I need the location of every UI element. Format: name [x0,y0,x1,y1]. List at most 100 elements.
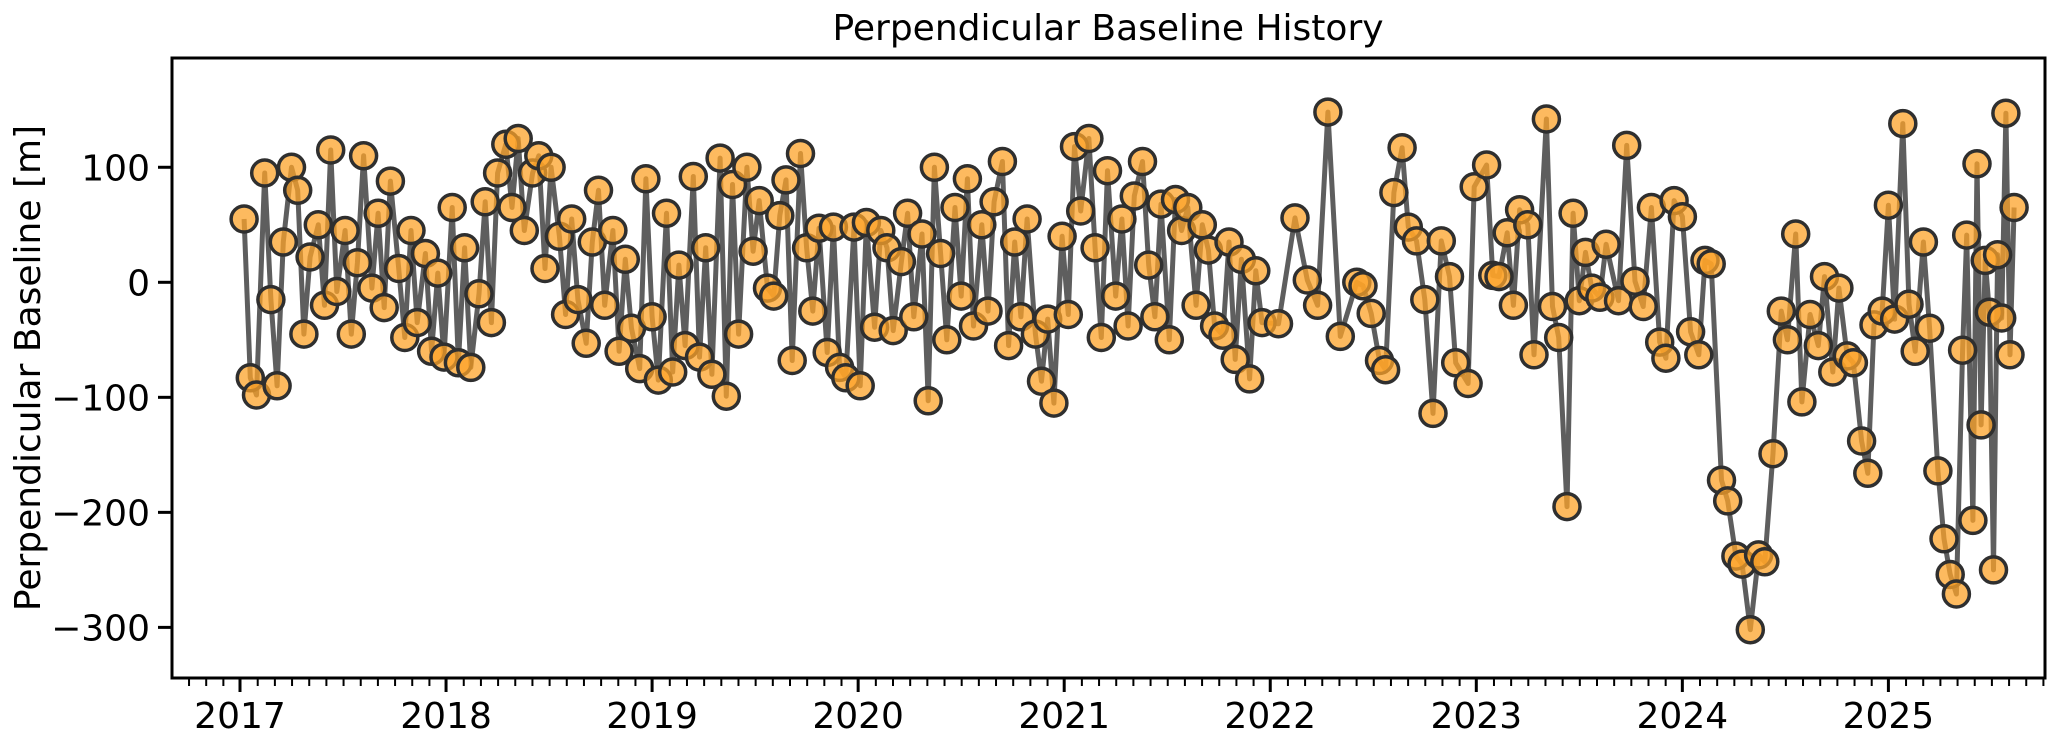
data-point [785,138,816,169]
data-point [999,227,1030,257]
data-point [1426,226,1457,256]
data-point [1795,299,1825,330]
x-tick-label: 2018 [400,696,492,737]
data-point [1558,198,1588,229]
data-point [1519,340,1549,370]
data-point [1537,291,1568,322]
data-point [598,215,628,246]
data-point [342,247,373,278]
data-point [1107,204,1137,234]
data-point [1999,192,2029,223]
chart-title: Perpendicular Baseline History [832,8,1383,49]
data-point [369,292,399,323]
data-point [946,281,976,311]
data-point [886,246,917,277]
data-point [1074,123,1104,154]
data-point [295,242,325,272]
data-point [423,258,453,288]
data-point [1080,233,1110,263]
data-point [1234,364,1265,394]
data-point [1986,303,2017,333]
data-point [1853,458,1883,489]
data-point [892,198,923,229]
data-point [913,386,943,416]
data-point [1026,366,1057,396]
data-point [637,302,667,332]
data-point [1958,505,1988,536]
data-point [651,198,682,229]
data-point [1923,456,1953,486]
data-point [932,325,962,355]
data-point [1758,438,1788,469]
x-tick-label: 2021 [1018,696,1110,737]
data-point [437,192,467,223]
data-point [1325,321,1356,352]
data-point [497,192,527,223]
data-point [583,175,614,206]
data-point [1941,579,1972,609]
data-point [456,352,486,383]
data-point [571,328,601,359]
data-point [723,319,754,349]
data-point [1696,249,1726,279]
data-point [509,215,540,246]
data-point [1313,97,1343,127]
data-point [705,143,735,173]
y-tick-label: −200 [51,493,150,534]
data-point [1100,281,1131,311]
data-point [1684,340,1714,370]
data-point [1846,426,1877,456]
data-point [1900,336,1930,367]
data-point [952,164,983,194]
data-point [375,166,406,196]
data-point [1620,266,1650,296]
data-point [1962,149,1992,179]
data-point [1995,340,2025,370]
data-point [738,236,768,266]
y-tick-label: −300 [51,608,150,649]
data-point [268,227,299,257]
data-point [1966,410,1996,440]
data-point [967,210,997,240]
data-point [556,204,587,234]
data-point [1513,210,1543,240]
data-point [1667,201,1698,232]
data-point [1379,177,1409,208]
data-point [664,250,694,280]
data-point [711,381,742,411]
data-point [878,315,908,346]
data-point [363,198,393,229]
data-point [690,233,721,263]
data-point [336,319,367,349]
data-point [1824,273,1854,303]
data-point [1387,132,1417,163]
data-point [1127,146,1158,177]
data-point [1241,256,1271,286]
data-point [993,330,1024,361]
data-point [1947,335,1978,365]
data-point [303,210,334,240]
data-point [973,296,1003,326]
data-point [604,336,634,367]
data-point [1370,354,1401,385]
data-point [940,192,970,223]
data-point [1591,229,1621,260]
data-point [1292,265,1323,295]
data-point [1484,261,1514,292]
data-point [1459,172,1489,202]
data-point [979,187,1009,217]
data-point [1113,311,1143,341]
data-point [1929,524,1959,554]
data-point [1766,296,1797,326]
data-point [256,284,286,315]
data-point [1908,227,1939,257]
data-point [482,158,513,188]
data-point [1611,130,1642,161]
data-point [1410,284,1440,315]
data-point [697,359,727,390]
data-point [657,357,688,387]
data-point [1498,290,1529,321]
data-point [1086,322,1117,353]
